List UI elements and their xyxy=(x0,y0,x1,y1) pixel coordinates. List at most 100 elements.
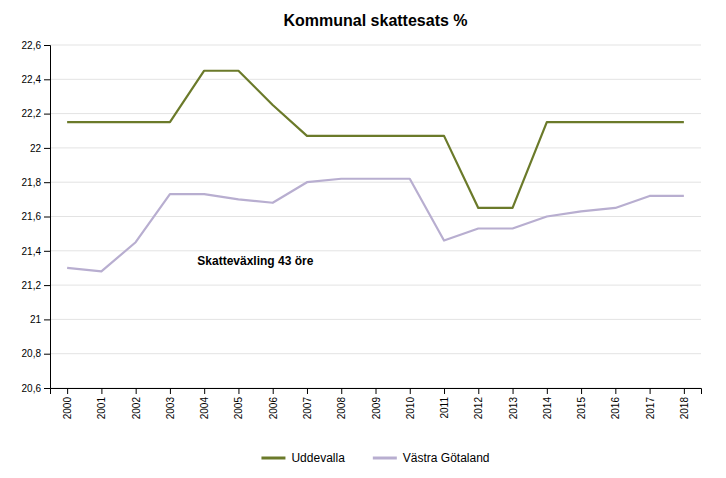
grid-line xyxy=(50,250,701,251)
y-tick-label: 20,8 xyxy=(22,348,42,359)
x-tick-mark xyxy=(307,388,308,394)
y-tick-mark xyxy=(44,251,50,252)
x-tick-label: 2011 xyxy=(439,397,450,419)
y-tick-label: 22,4 xyxy=(22,74,42,85)
x-tick: 2014 xyxy=(542,388,553,419)
legend-swatch xyxy=(373,457,397,460)
y-tick-mark xyxy=(44,217,50,218)
grid-line xyxy=(50,113,701,114)
legend-swatch xyxy=(261,457,285,460)
grid-line xyxy=(50,182,701,183)
y-tick: 20,6 xyxy=(22,383,50,394)
x-tick-label: 2009 xyxy=(371,397,382,420)
title: Kommunal skattesats % xyxy=(283,12,467,29)
x-axis-line xyxy=(51,389,702,395)
x-tick-label: 2014 xyxy=(542,397,553,420)
legend-label: Uddevalla xyxy=(291,451,345,465)
x-tick: 2008 xyxy=(336,388,347,419)
x-tick-label: 2015 xyxy=(576,397,587,420)
y-tick-label: 22 xyxy=(30,143,42,154)
y-tick-label: 21,8 xyxy=(22,177,42,188)
legend-item: Uddevalla xyxy=(261,451,345,465)
x-tick-mark xyxy=(341,388,342,394)
x-tick-label: 2007 xyxy=(302,397,313,420)
x-tick-mark xyxy=(581,388,582,394)
y-tick: 21,8 xyxy=(22,177,50,188)
x-tick: 2015 xyxy=(576,388,587,419)
x-tick-label: 2013 xyxy=(508,397,519,420)
y-tick-mark xyxy=(44,114,50,115)
x-tick: 2007 xyxy=(302,388,313,419)
x-tick: 2017 xyxy=(645,388,656,419)
x-tick-label: 2012 xyxy=(473,397,484,420)
x-tick-mark xyxy=(513,388,514,394)
x-tick-mark xyxy=(547,388,548,394)
grid-line xyxy=(50,353,701,354)
x-tick-mark xyxy=(273,388,274,394)
x-tick: 2000 xyxy=(62,388,73,419)
legend: Uddevalla Västra Götaland xyxy=(261,451,489,465)
y-tick: 22 xyxy=(30,143,50,154)
x-tick-mark xyxy=(478,388,479,394)
x-tick: 2005 xyxy=(233,388,244,419)
x-tick: 2012 xyxy=(473,388,484,419)
grid-line xyxy=(50,147,701,148)
y-tick: 22,2 xyxy=(22,108,50,119)
x-tick: 2011 xyxy=(439,388,450,419)
x-tick: 2018 xyxy=(679,388,690,419)
y-tick-label: 22,6 xyxy=(22,40,42,51)
x-axis: 2000 2001 2002 2003 2004 2005 2006 2007 2008 2009… xyxy=(51,388,702,419)
x-tick: 2001 xyxy=(96,388,107,419)
x-tick-label: 2002 xyxy=(131,397,142,420)
y-tick-mark xyxy=(44,319,50,320)
y-tick-mark xyxy=(44,354,50,355)
y-tick: 22,6 xyxy=(22,40,50,51)
x-tick-label: 2004 xyxy=(199,397,210,420)
x-tick-mark xyxy=(410,388,411,394)
y-tick: 22,4 xyxy=(22,74,50,85)
grid-line xyxy=(50,45,701,46)
y-tick: 21 xyxy=(30,314,50,325)
y-tick: 21,6 xyxy=(22,211,50,222)
y-tick-label: 21 xyxy=(30,314,42,325)
y-tick-label: 20,6 xyxy=(22,383,42,394)
y-axis: 20,620,82121,221,421,621,82222,222,422,6 xyxy=(22,40,51,394)
x-tick-mark xyxy=(238,388,239,394)
y-tick-mark xyxy=(44,79,50,80)
x-tick-label: 2005 xyxy=(233,397,244,420)
x-tick-mark xyxy=(101,388,102,394)
x-tick-mark xyxy=(170,388,171,394)
annotation: Skatteväxling 43 öre xyxy=(197,254,313,268)
y-axis-line xyxy=(44,46,51,389)
chart: 20,620,82121,221,421,621,82222,222,422,6… xyxy=(0,0,726,478)
x-tick: 2004 xyxy=(199,388,210,419)
x-tick-label: 2010 xyxy=(405,397,416,420)
x-tick-label: 2001 xyxy=(96,397,107,420)
y-tick-label: 21,4 xyxy=(22,246,42,257)
x-tick-mark xyxy=(376,388,377,394)
x-tick: 2003 xyxy=(165,388,176,419)
x-tick-label: 2006 xyxy=(268,397,279,420)
x-tick-label: 2003 xyxy=(165,397,176,420)
x-tick: 2010 xyxy=(405,388,416,419)
x-tick-mark xyxy=(684,388,685,394)
x-tick-label: 2018 xyxy=(679,397,690,420)
y-tick-mark xyxy=(44,285,50,286)
y-tick-mark xyxy=(44,388,50,389)
x-tick-mark xyxy=(444,388,445,394)
grid-line xyxy=(50,285,701,286)
x-tick: 2006 xyxy=(268,388,279,419)
x-tick-label: 2008 xyxy=(336,397,347,420)
x-tick-mark xyxy=(650,388,651,394)
y-tick: 21,4 xyxy=(22,246,50,257)
y-tick: 20,8 xyxy=(22,348,50,359)
y-tick-label: 21,6 xyxy=(22,211,42,222)
x-tick-mark xyxy=(204,388,205,394)
x-tick-mark xyxy=(615,388,616,394)
y-tick-label: 22,2 xyxy=(22,108,42,119)
legend-item: Västra Götaland xyxy=(373,451,490,465)
x-tick-label: 2000 xyxy=(62,397,73,420)
x-tick-mark xyxy=(136,388,137,394)
grid-line xyxy=(50,216,701,217)
series-line xyxy=(67,179,684,272)
